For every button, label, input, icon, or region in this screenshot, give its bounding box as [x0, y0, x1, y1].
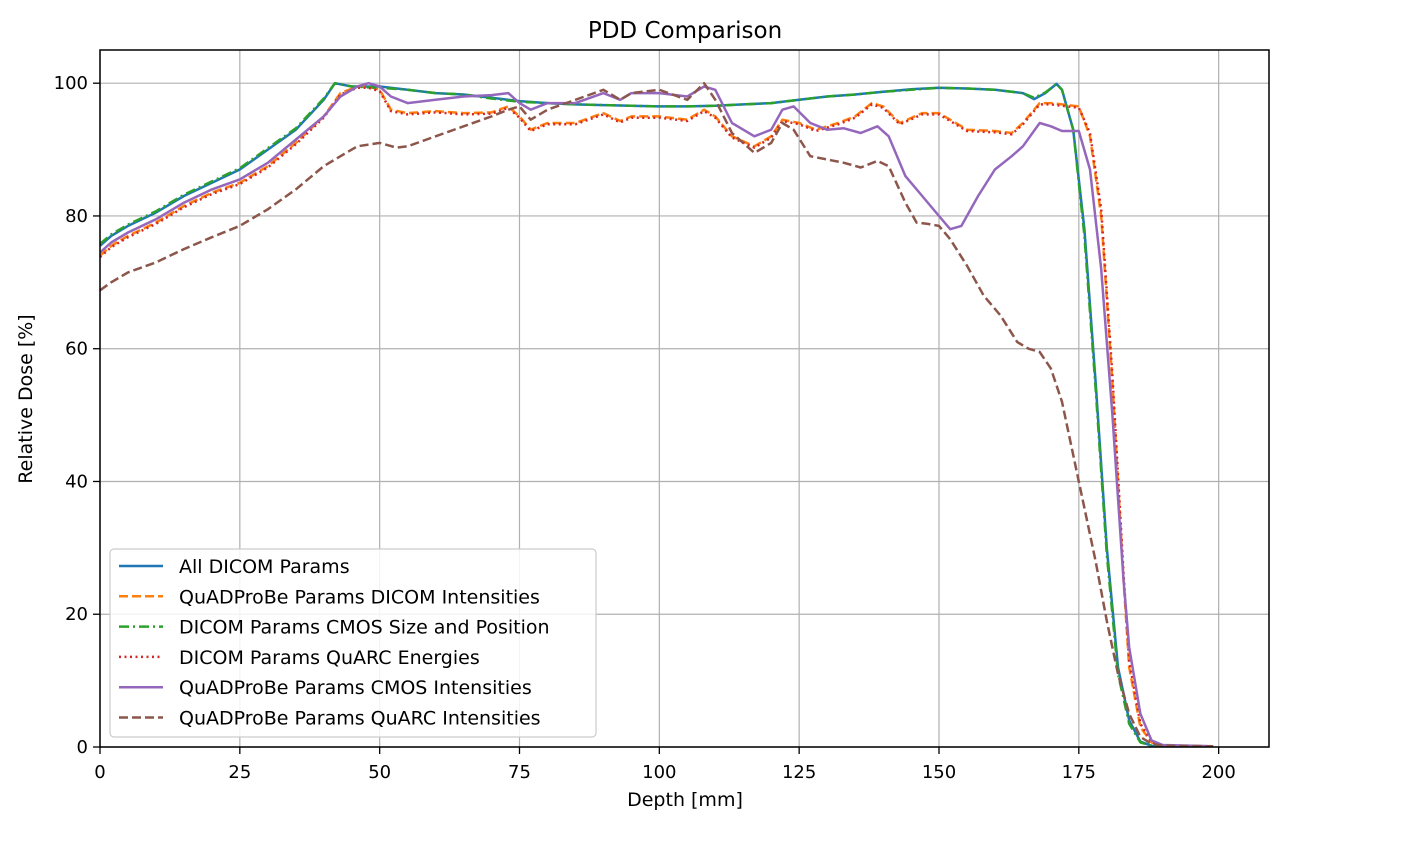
legend-label-6: QuADProBe Params QuARC Intensities [179, 708, 541, 730]
x-tick-label: 25 [228, 762, 251, 783]
legend: All DICOM Params QuADProBe Params DICOM I… [109, 548, 597, 738]
legend-label-4: DICOM Params QuARC Energies [179, 647, 480, 669]
x-axis-label: Depth [mm] [627, 789, 743, 811]
plot-frame [99, 49, 1270, 748]
x-tick-label: 200 [1201, 762, 1235, 783]
x-tick-label: 50 [368, 762, 391, 783]
legend-label-1: All DICOM Params [179, 556, 350, 578]
y-tick-label: 40 [65, 471, 88, 492]
legend-box [109, 548, 597, 738]
x-tick-label: 0 [94, 762, 105, 783]
series-line-5 [99, 81, 1214, 748]
x-tick-label: 100 [642, 762, 676, 783]
x-tick-label: 150 [922, 762, 956, 783]
y-tick-label: 100 [54, 73, 88, 94]
chart-title: PDD Comparison [588, 18, 782, 44]
series-line-6 [99, 81, 1214, 748]
y-tick-label: 60 [65, 339, 88, 360]
legend-label-3: DICOM Params CMOS Size and Position [179, 617, 550, 639]
y-tick-label: 20 [65, 604, 88, 625]
legend-label-5: QuADProBe Params CMOS Intensities [179, 677, 532, 699]
x-tick-label: 75 [508, 762, 531, 783]
axis-ticks: 0 25 50 75 100 125 150 175 200 0 20 40 60 80 100 [54, 73, 1236, 783]
series-line-3 [99, 81, 1214, 748]
legend-label-2: QuADProBe Params DICOM Intensities [179, 586, 540, 608]
y-tick-label: 80 [65, 206, 88, 227]
y-tick-label: 0 [77, 737, 88, 758]
y-axis-label: Relative Dose [%] [15, 314, 37, 483]
x-tick-label: 125 [782, 762, 816, 783]
x-tick-label: 175 [1062, 762, 1096, 783]
series-lines [99, 81, 1214, 748]
